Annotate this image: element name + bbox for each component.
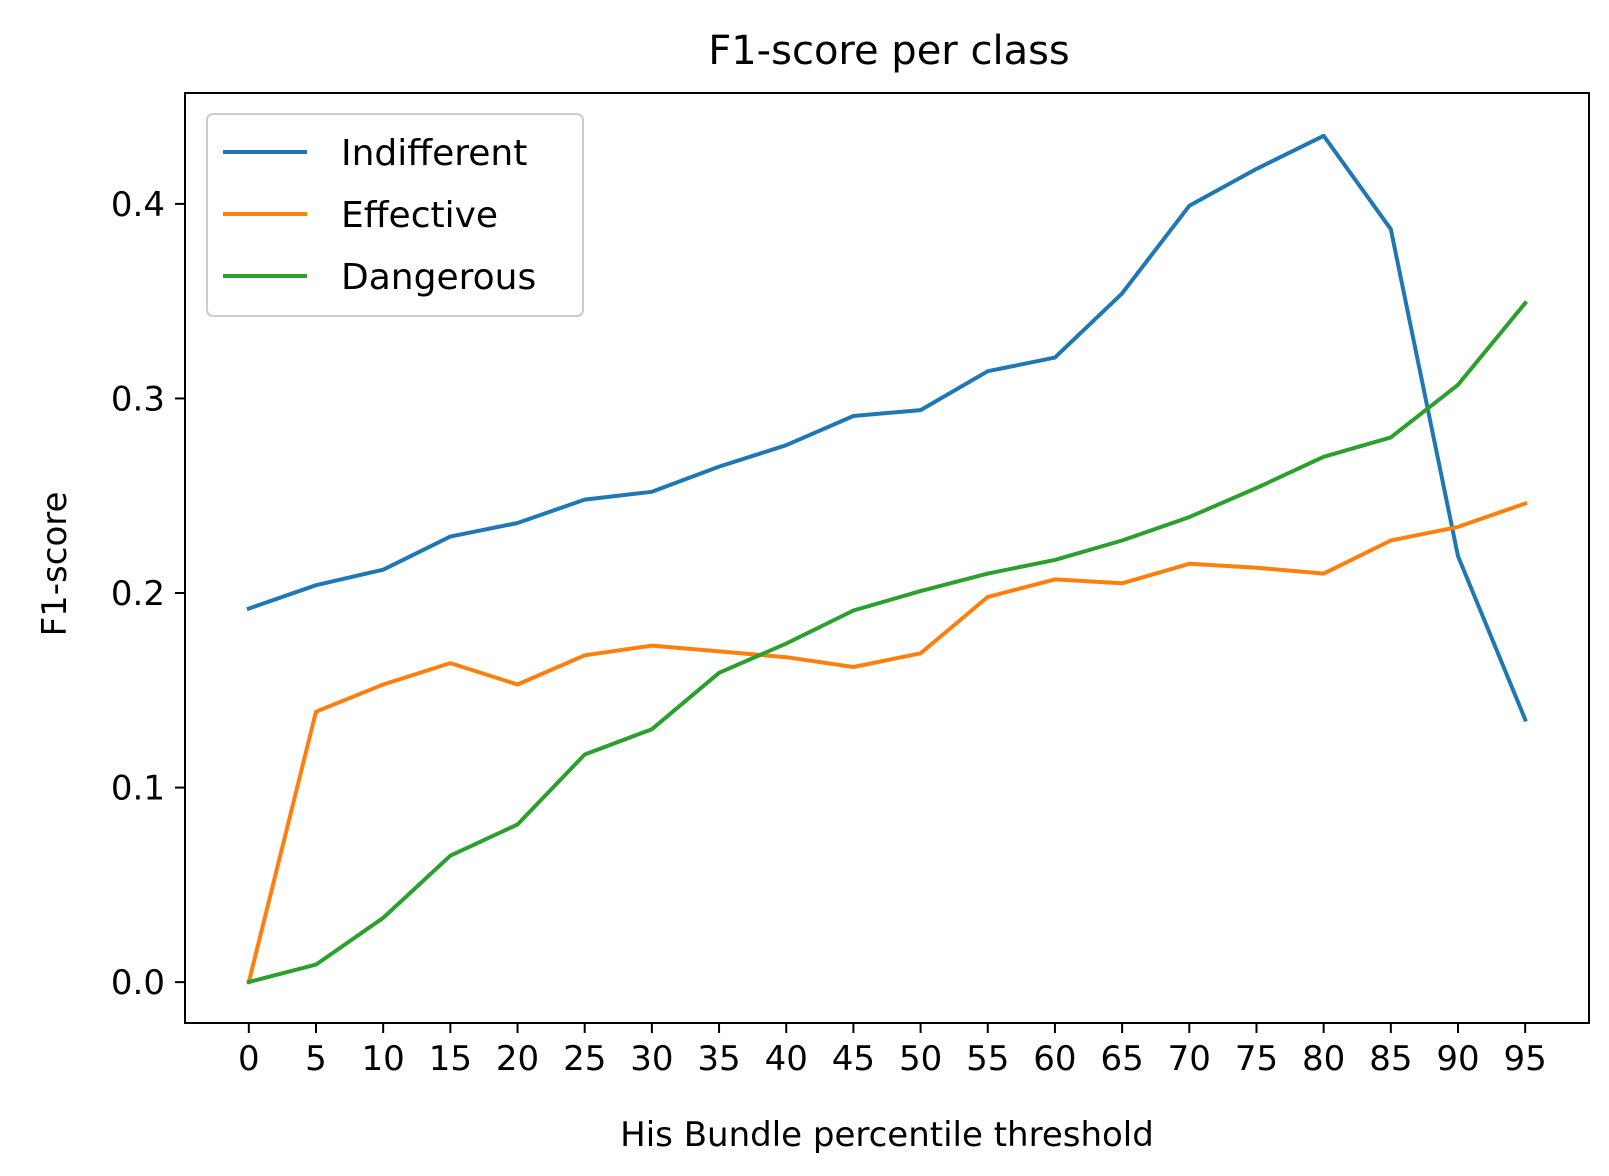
legend-label-indifferent: Indifferent <box>341 133 527 174</box>
x-tick-label: 25 <box>563 1039 606 1079</box>
series-layer <box>246 133 1529 985</box>
y-tick-label: 0.0 <box>111 963 165 1003</box>
x-tick-label: 60 <box>1033 1039 1076 1079</box>
x-tick-label: 80 <box>1302 1039 1345 1079</box>
x-tick-label: 10 <box>362 1039 405 1079</box>
x-tick-label: 70 <box>1168 1039 1211 1079</box>
x-tick-label: 15 <box>429 1039 472 1079</box>
x-tick-label: 85 <box>1369 1039 1412 1079</box>
legend-label-effective: Effective <box>341 195 498 236</box>
x-tick-label: 5 <box>305 1039 327 1079</box>
plot-area-frame <box>184 92 1590 1024</box>
x-axis-label: His Bundle percentile threshold <box>620 1115 1154 1155</box>
y-axis-label: F1-score <box>35 492 75 637</box>
legend: Indifferent Effective Dangerous <box>206 113 584 317</box>
series-line-effective <box>246 500 1528 985</box>
y-tick-label: 0.3 <box>111 379 165 419</box>
x-tick-label: 50 <box>899 1039 942 1079</box>
chart-title: F1-score per class <box>708 28 1070 74</box>
series-line-dangerous <box>246 300 1529 985</box>
x-tick-label: 45 <box>832 1039 875 1079</box>
x-tick-label: 0 <box>238 1039 260 1079</box>
x-tick-label: 75 <box>1235 1039 1278 1079</box>
x-tick-label: 35 <box>697 1039 740 1079</box>
x-tick-label: 65 <box>1100 1039 1143 1079</box>
y-axis-ticks: 0.0 0.1 0.2 0.3 0.4 <box>111 185 185 1003</box>
x-axis-ticks: 0 5 10 15 20 25 30 35 40 45 50 55 60 65 70 75 80 85 90 95 <box>238 1023 1547 1079</box>
y-tick-label: 0.2 <box>111 574 165 614</box>
y-tick-label: 0.4 <box>111 185 165 225</box>
x-tick-label: 40 <box>765 1039 808 1079</box>
legend-label-dangerous: Dangerous <box>341 257 536 298</box>
x-tick-label: 90 <box>1436 1039 1479 1079</box>
x-tick-label: 55 <box>966 1039 1009 1079</box>
series-line-indifferent <box>246 133 1528 723</box>
legend-frame <box>206 113 584 317</box>
x-tick-label: 30 <box>630 1039 673 1079</box>
x-tick-label: 20 <box>496 1039 539 1079</box>
x-tick-label: 95 <box>1504 1039 1547 1079</box>
y-tick-label: 0.1 <box>111 769 165 809</box>
